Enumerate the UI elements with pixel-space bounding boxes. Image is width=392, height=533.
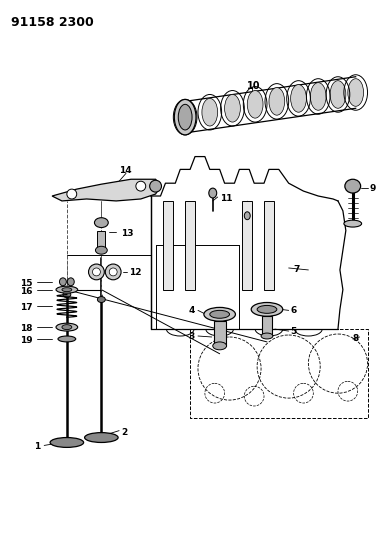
Ellipse shape	[67, 278, 74, 286]
Text: 2: 2	[121, 427, 127, 437]
Ellipse shape	[247, 91, 263, 118]
Text: 3: 3	[188, 332, 194, 341]
Text: 12: 12	[129, 268, 142, 277]
Bar	[185, 201, 195, 289]
Text: 9: 9	[370, 184, 376, 193]
Text: 10: 10	[247, 80, 261, 91]
Bar	[242, 201, 252, 289]
Circle shape	[105, 264, 121, 280]
Ellipse shape	[290, 85, 307, 112]
Ellipse shape	[310, 83, 326, 110]
Bar	[262, 316, 272, 336]
Ellipse shape	[209, 188, 217, 198]
Ellipse shape	[330, 80, 346, 108]
Ellipse shape	[94, 217, 108, 228]
Circle shape	[89, 264, 104, 280]
Circle shape	[109, 268, 117, 276]
Ellipse shape	[50, 438, 83, 447]
Ellipse shape	[348, 79, 364, 106]
Ellipse shape	[261, 333, 273, 339]
Polygon shape	[52, 179, 160, 201]
Text: 6: 6	[290, 306, 297, 316]
Ellipse shape	[204, 308, 236, 321]
Ellipse shape	[60, 278, 66, 286]
Ellipse shape	[177, 103, 193, 131]
Ellipse shape	[257, 305, 277, 313]
Circle shape	[93, 268, 100, 276]
Text: 16: 16	[20, 287, 33, 296]
Ellipse shape	[62, 325, 72, 329]
Text: 7: 7	[294, 265, 300, 274]
Ellipse shape	[178, 104, 192, 130]
Ellipse shape	[85, 433, 118, 442]
Text: 11: 11	[220, 194, 232, 203]
Bar	[98, 230, 105, 248]
Ellipse shape	[344, 220, 361, 227]
Text: 1: 1	[34, 442, 41, 451]
Text: 13: 13	[121, 229, 134, 238]
Ellipse shape	[58, 336, 76, 342]
Text: 91158 2300: 91158 2300	[11, 15, 93, 29]
Bar	[163, 201, 173, 289]
Ellipse shape	[210, 310, 230, 318]
Ellipse shape	[251, 303, 283, 316]
Ellipse shape	[62, 288, 72, 292]
Ellipse shape	[95, 246, 107, 254]
Bar	[264, 201, 274, 289]
Circle shape	[150, 180, 162, 192]
Text: 19: 19	[20, 336, 33, 345]
Ellipse shape	[174, 99, 196, 135]
Text: 4: 4	[188, 306, 194, 316]
Circle shape	[67, 189, 77, 199]
Ellipse shape	[202, 99, 218, 126]
Ellipse shape	[63, 292, 71, 297]
Ellipse shape	[56, 323, 78, 331]
Text: 5: 5	[290, 327, 297, 336]
Text: 18: 18	[20, 324, 33, 333]
Text: 15: 15	[20, 279, 33, 288]
Ellipse shape	[98, 296, 105, 303]
Circle shape	[136, 181, 146, 191]
Text: 14: 14	[119, 166, 132, 175]
Bar	[214, 321, 225, 346]
Ellipse shape	[56, 286, 78, 293]
Ellipse shape	[213, 342, 227, 350]
Text: 17: 17	[20, 303, 33, 312]
Text: 8: 8	[353, 334, 359, 343]
Ellipse shape	[269, 87, 285, 115]
Ellipse shape	[244, 212, 250, 220]
Ellipse shape	[345, 179, 361, 193]
Ellipse shape	[225, 94, 240, 122]
